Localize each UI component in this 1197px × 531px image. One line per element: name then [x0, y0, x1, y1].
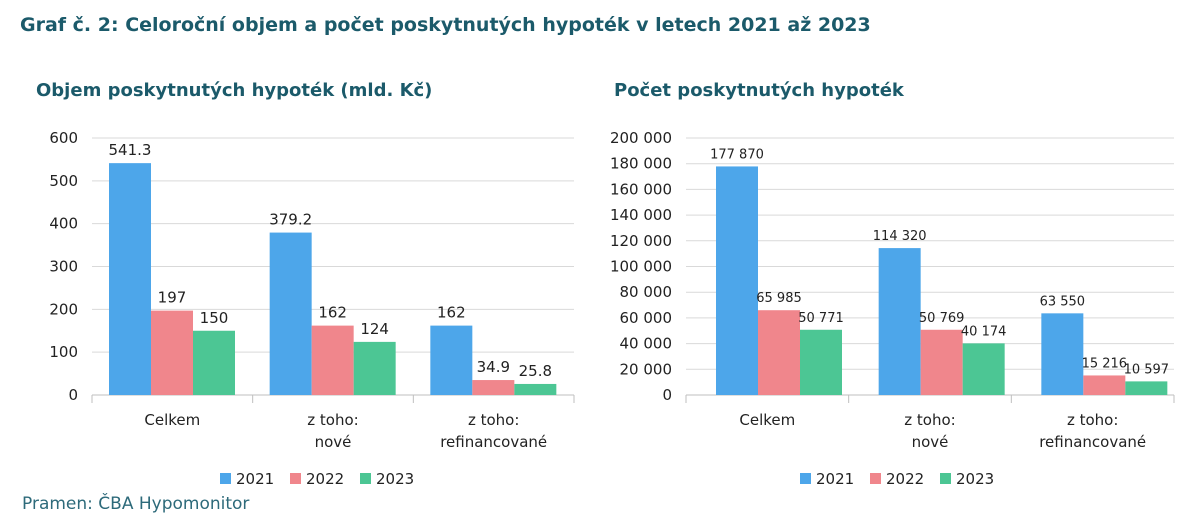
data-label: 379.2	[269, 211, 312, 229]
data-label: 162	[318, 304, 347, 322]
data-label: 40 174	[961, 324, 1007, 339]
data-label: 15 216	[1082, 356, 1128, 371]
bar-2021	[1041, 313, 1084, 395]
category-label: z toho:	[1067, 411, 1118, 429]
y-tick-label: 500	[49, 172, 78, 190]
data-label: 541.3	[109, 141, 152, 159]
data-label: 63 550	[1040, 294, 1086, 309]
legend-label-2022: 2022	[886, 470, 924, 488]
chart-count: 0 20 000 40 000 60 000 80 000 100 000 120 000 1…	[610, 129, 1175, 488]
bar-2021	[716, 166, 758, 395]
category-label: Celkem	[739, 411, 795, 429]
category-label: refinancované	[440, 433, 547, 451]
data-label: 114 320	[873, 229, 927, 244]
bar-2023	[800, 329, 842, 395]
legend-swatch-2022	[870, 473, 881, 484]
y-tick-label: 0	[662, 386, 672, 404]
bar-2022	[920, 329, 963, 395]
bar-2021	[430, 325, 473, 395]
y-tick-label: 100	[49, 343, 78, 361]
bar-2021	[878, 248, 921, 395]
data-label: 124	[360, 320, 389, 338]
data-label: 50 771	[798, 311, 844, 326]
chart-title-volume: Objem poskytnutých hypoték (mld. Kč)	[36, 80, 433, 101]
y-tick-label: 100 000	[610, 258, 672, 276]
y-tick-label: 200	[49, 300, 78, 318]
data-label: 25.8	[519, 362, 552, 380]
y-tick-label: 600	[49, 129, 78, 147]
y-tick-label: 400	[49, 215, 78, 233]
bar-2022	[311, 325, 354, 395]
bar-2021	[269, 232, 312, 395]
data-label: 177 870	[710, 147, 764, 162]
bar-2023	[353, 341, 396, 395]
y-tick-label: 80 000	[620, 283, 673, 301]
legend-label-2022: 2022	[306, 470, 344, 488]
legend-label-2021: 2021	[816, 470, 854, 488]
bar-2022	[472, 380, 515, 395]
bar-2023	[514, 383, 557, 395]
bar-2023	[962, 343, 1005, 395]
category-label: z toho:	[307, 411, 358, 429]
bar-2022	[758, 310, 800, 395]
legend-swatch-2023	[360, 473, 371, 484]
legend-swatch-2022	[290, 473, 301, 484]
category-label: refinancované	[1039, 433, 1146, 451]
bar-2023	[1125, 381, 1168, 395]
chart-volume: 0 100 200 300 400 500 600 541.3 197 150 Celkem 379.…	[49, 129, 575, 488]
y-tick-label: 40 000	[620, 335, 673, 353]
bar-2021	[109, 163, 151, 395]
bar-2023	[193, 330, 235, 395]
y-tick-label: 120 000	[610, 232, 672, 250]
data-label: 65 985	[756, 291, 802, 306]
bar-2022	[151, 310, 193, 395]
y-tick-label: 60 000	[620, 309, 673, 327]
source-note: Pramen: ČBA Hypomonitor	[22, 494, 250, 514]
category-label: nové	[315, 433, 352, 451]
y-tick-label: 20 000	[620, 360, 673, 378]
category-label: z toho:	[468, 411, 519, 429]
legend-label-2023: 2023	[956, 470, 994, 488]
legend-label-2023: 2023	[376, 470, 414, 488]
category-label: Celkem	[144, 411, 200, 429]
y-tick-label: 0	[68, 386, 78, 404]
category-label: z toho:	[904, 411, 955, 429]
y-tick-label: 300	[49, 258, 78, 276]
data-label: 162	[437, 304, 466, 322]
legend-label-2021: 2021	[236, 470, 274, 488]
y-tick-label: 180 000	[610, 155, 672, 173]
legend-swatch-2021	[800, 473, 811, 484]
data-label: 34.9	[477, 358, 510, 376]
y-tick-label: 160 000	[610, 180, 672, 198]
data-label: 150	[200, 309, 229, 327]
category-label: nové	[912, 433, 949, 451]
page-title: Graf č. 2: Celoroční objem a počet posky…	[20, 14, 871, 36]
y-tick-label: 140 000	[610, 206, 672, 224]
legend-swatch-2023	[940, 473, 951, 484]
legend-swatch-2021	[220, 473, 231, 484]
data-label: 50 769	[919, 311, 965, 326]
bar-2022	[1083, 375, 1126, 395]
chart-title-count: Počet poskytnutých hypoték	[614, 80, 904, 101]
data-label: 197	[158, 289, 187, 307]
data-label: 10 597	[1124, 362, 1170, 377]
y-tick-label: 200 000	[610, 129, 672, 147]
